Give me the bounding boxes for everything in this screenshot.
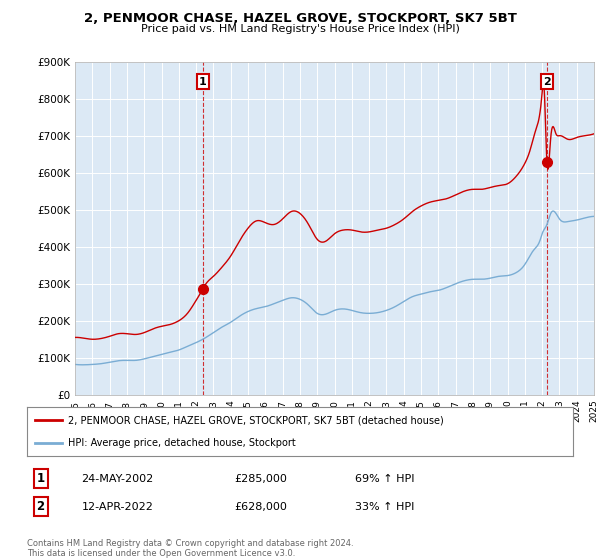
Text: 1: 1 xyxy=(37,472,45,485)
Text: 2: 2 xyxy=(543,77,551,87)
Text: HPI: Average price, detached house, Stockport: HPI: Average price, detached house, Stoc… xyxy=(68,438,296,448)
Text: 2: 2 xyxy=(37,500,45,513)
Text: 24-MAY-2002: 24-MAY-2002 xyxy=(82,474,154,484)
Text: Price paid vs. HM Land Registry's House Price Index (HPI): Price paid vs. HM Land Registry's House … xyxy=(140,24,460,34)
Text: 1: 1 xyxy=(199,77,206,87)
Text: Contains HM Land Registry data © Crown copyright and database right 2024.
This d: Contains HM Land Registry data © Crown c… xyxy=(27,539,353,558)
Text: £285,000: £285,000 xyxy=(235,474,287,484)
Text: 2, PENMOOR CHASE, HAZEL GROVE, STOCKPORT, SK7 5BT: 2, PENMOOR CHASE, HAZEL GROVE, STOCKPORT… xyxy=(83,12,517,25)
Text: 12-APR-2022: 12-APR-2022 xyxy=(82,502,154,512)
Text: £628,000: £628,000 xyxy=(235,502,287,512)
Text: 33% ↑ HPI: 33% ↑ HPI xyxy=(355,502,414,512)
Text: 2, PENMOOR CHASE, HAZEL GROVE, STOCKPORT, SK7 5BT (detached house): 2, PENMOOR CHASE, HAZEL GROVE, STOCKPORT… xyxy=(68,416,444,426)
Text: 69% ↑ HPI: 69% ↑ HPI xyxy=(355,474,414,484)
